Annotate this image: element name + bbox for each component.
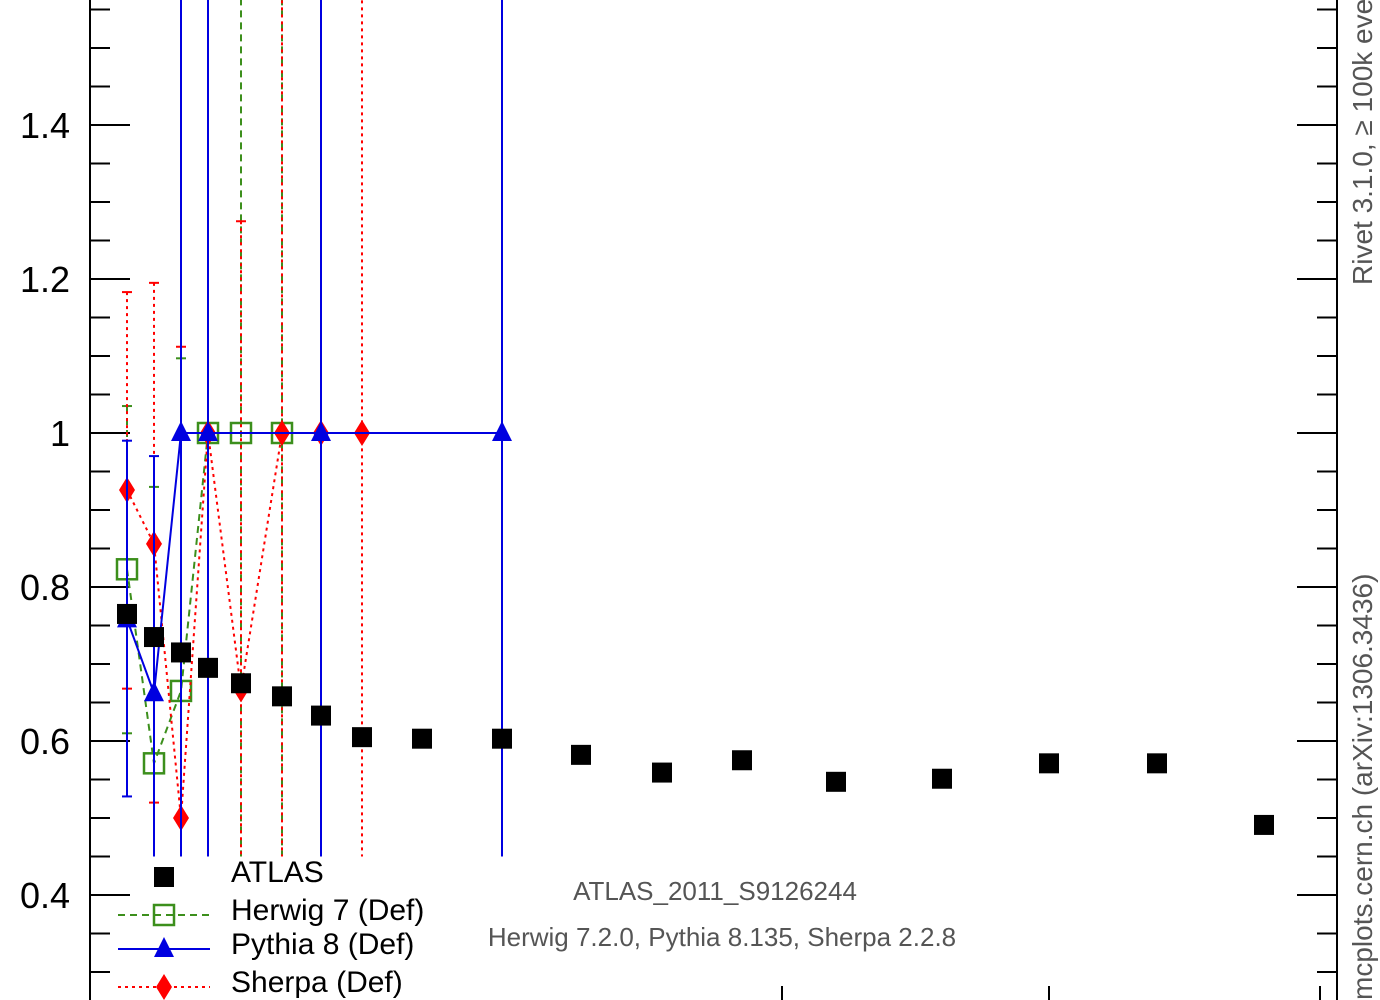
legend-marker bbox=[156, 974, 172, 1000]
data-point bbox=[412, 728, 432, 749]
y-tick-labels: 1.4 1.2 1 0.8 0.6 0.4 bbox=[20, 105, 70, 916]
legend: ATLAS Herwig 7 (Def)Pythia 8 (Def) Sherpa … bbox=[118, 856, 424, 1000]
data-point bbox=[311, 421, 331, 441]
legend-marker bbox=[154, 867, 174, 887]
data-point bbox=[198, 657, 218, 678]
series-layer bbox=[115, 0, 1274, 857]
data-point bbox=[117, 603, 137, 624]
data-point bbox=[352, 727, 372, 748]
data-point bbox=[311, 705, 331, 726]
data-point bbox=[932, 768, 952, 789]
legend-label: ATLAS bbox=[231, 856, 324, 889]
data-point bbox=[1039, 753, 1059, 774]
plot-frame bbox=[89, 0, 1338, 1000]
rivet-label: Rivet 3.1.0, ≥ 100k events bbox=[1347, 0, 1378, 285]
legend-marker bbox=[152, 903, 176, 927]
data-point bbox=[826, 771, 846, 792]
y-tick-label: 0.4 bbox=[20, 875, 70, 916]
legend-label: Pythia 8 (Def) bbox=[231, 928, 414, 961]
series-atlas bbox=[117, 603, 1274, 835]
data-point bbox=[1254, 814, 1274, 835]
series-line bbox=[126, 432, 282, 764]
data-point bbox=[171, 421, 191, 441]
axis-ticks bbox=[90, 8, 1337, 1000]
legend-item: Pythia 8 (Def) bbox=[118, 928, 414, 961]
legend-item: ATLAS bbox=[154, 856, 324, 889]
data-point bbox=[171, 642, 191, 663]
legend-marker bbox=[154, 937, 174, 957]
data-point bbox=[652, 762, 672, 783]
mcplots-label: mcplots.cern.ch (arXiv:1306.3436) bbox=[1347, 574, 1378, 1000]
legend-label: Herwig 7 (Def) bbox=[231, 894, 424, 927]
analysis-label: ATLAS_2011_S9126244 bbox=[573, 876, 857, 906]
series-sherpa-def- bbox=[119, 0, 370, 857]
legend-item: Herwig 7 (Def) bbox=[118, 894, 424, 927]
generators-label: Herwig 7.2.0, Pythia 8.135, Sherpa 2.2.8 bbox=[488, 922, 956, 952]
data-point bbox=[144, 681, 164, 702]
y-tick-label: 0.6 bbox=[20, 721, 70, 762]
y-tick-label: 1.4 bbox=[20, 105, 70, 146]
series-line bbox=[126, 432, 362, 819]
data-point bbox=[272, 686, 292, 707]
data-point bbox=[492, 728, 512, 749]
series-pythia-8-def- bbox=[117, 0, 512, 857]
data-point bbox=[492, 421, 512, 441]
legend-label: Sherpa (Def) bbox=[231, 966, 403, 999]
data-point bbox=[231, 673, 251, 694]
data-point bbox=[144, 627, 164, 648]
data-point bbox=[1147, 753, 1167, 774]
data-point bbox=[198, 421, 218, 441]
y-tick-label: 0.8 bbox=[20, 567, 70, 608]
y-tick-label: 1.2 bbox=[20, 259, 70, 300]
legend-item: Sherpa (Def) bbox=[118, 966, 403, 1000]
y-tick-label: 1 bbox=[50, 413, 70, 454]
series-line bbox=[126, 432, 502, 694]
data-point bbox=[732, 750, 752, 771]
data-point bbox=[571, 744, 591, 765]
